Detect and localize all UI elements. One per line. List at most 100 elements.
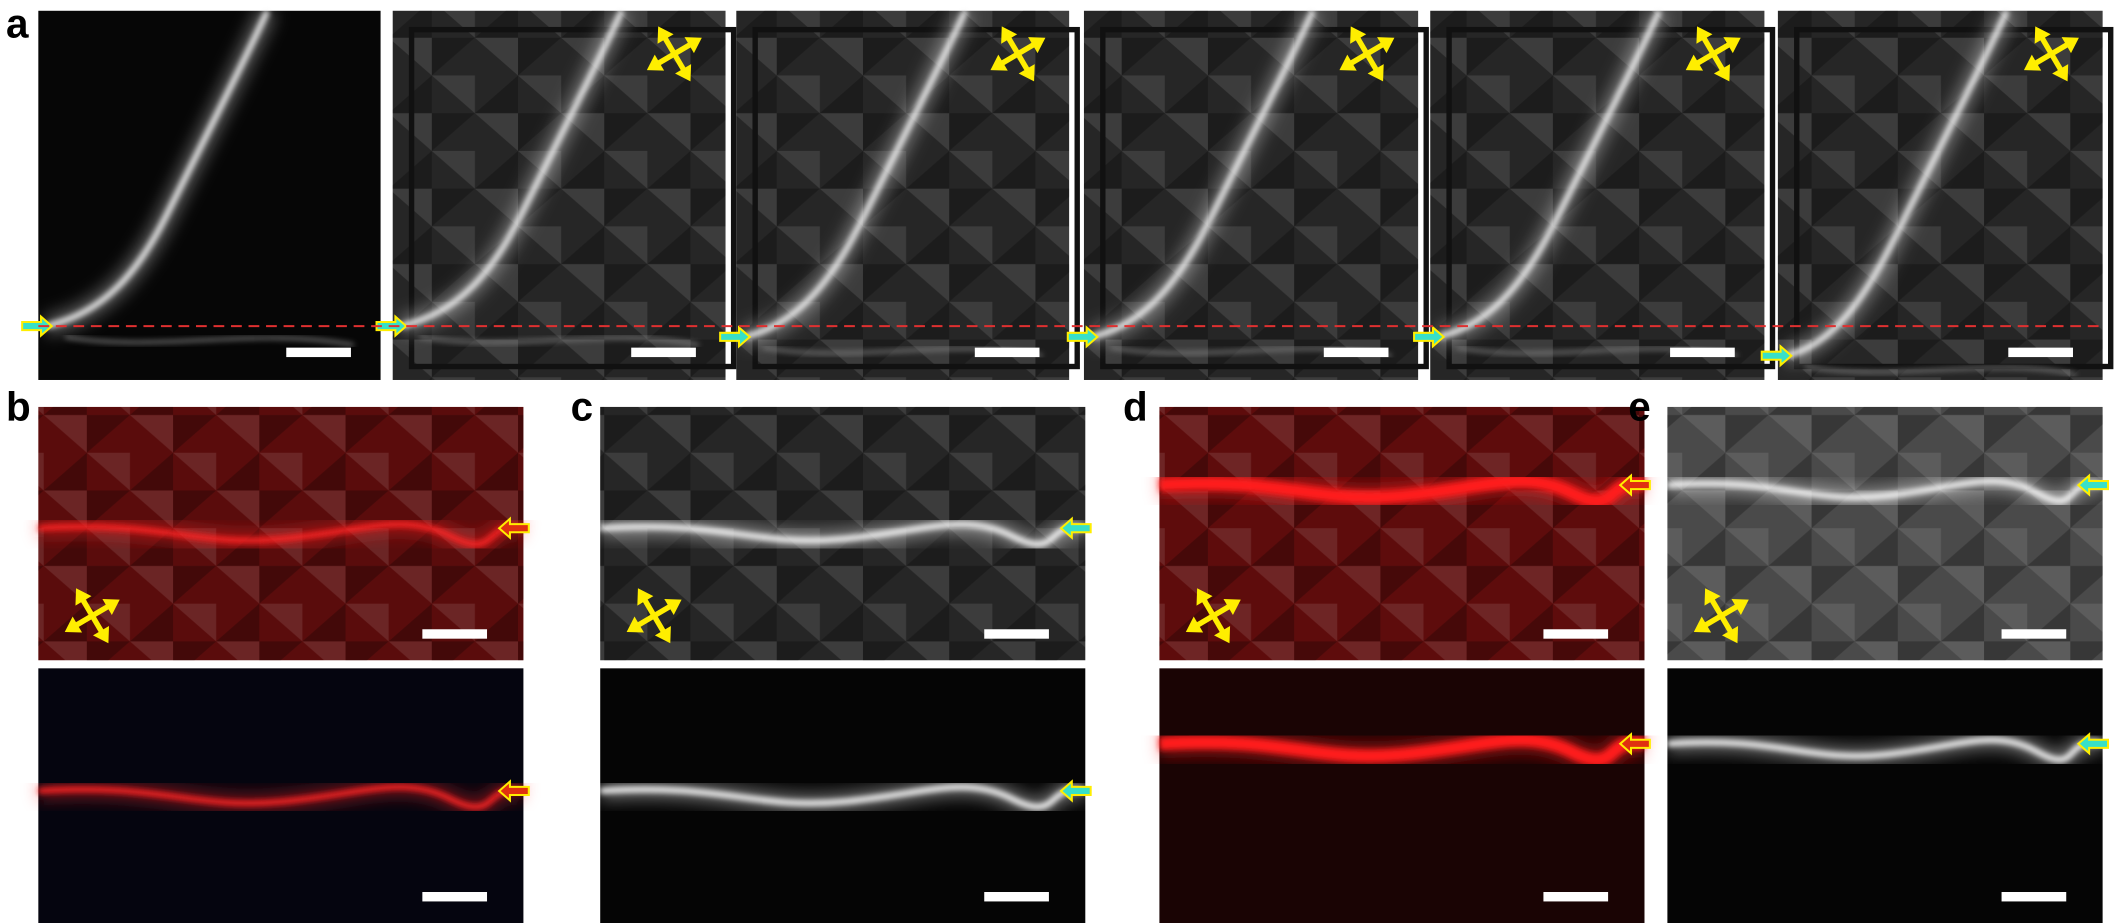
fiber xyxy=(45,9,270,329)
polarizer-arrows xyxy=(2023,26,2079,82)
fiber xyxy=(1158,474,1646,508)
arrow-head xyxy=(1723,37,1741,54)
arrow-head xyxy=(1722,625,1739,644)
arrow-head xyxy=(1018,64,1035,82)
arrow-head xyxy=(626,616,644,633)
arrow-head xyxy=(1028,37,1046,54)
cell-edge xyxy=(1100,26,1429,370)
arrow-head xyxy=(1339,54,1357,71)
arrow-head xyxy=(657,26,674,44)
arrow-head xyxy=(1685,54,1704,71)
input-arrow xyxy=(1066,325,1099,349)
panel-label: a xyxy=(6,1,29,47)
micrograph xyxy=(1667,668,2103,923)
scale-bar xyxy=(631,347,696,358)
arrow-head xyxy=(990,54,1008,71)
input-arrow xyxy=(497,779,530,803)
arrow-head xyxy=(1001,26,1018,44)
arrow-head xyxy=(1214,625,1231,644)
panel-label: e xyxy=(1628,383,1650,429)
cell-edge xyxy=(408,26,737,370)
panel-label: b xyxy=(6,383,31,429)
input-arrow xyxy=(719,325,752,349)
input-arrow xyxy=(1618,473,1651,497)
fiber xyxy=(1437,9,1662,340)
scale-bar xyxy=(1670,347,1735,358)
scale-bar xyxy=(2001,892,2067,902)
input-arrow xyxy=(1760,344,1793,368)
scale-bar xyxy=(2001,629,2067,639)
scale-bar xyxy=(1323,347,1389,358)
arrow-head xyxy=(2023,54,2042,71)
arrow-head xyxy=(75,588,92,606)
arrow-head xyxy=(654,625,671,644)
arrow-head xyxy=(1377,37,1395,54)
input-arrow xyxy=(2076,473,2110,497)
input-arrow xyxy=(21,314,54,338)
arrow-head xyxy=(102,599,120,616)
scale-bar xyxy=(974,347,1040,358)
arrow-head xyxy=(675,64,692,82)
arrow-head xyxy=(664,599,682,616)
arrow-head xyxy=(1367,64,1384,82)
arrow-head xyxy=(1713,64,1730,82)
arrow-head xyxy=(2052,64,2069,82)
polarizer-arrows xyxy=(1185,588,1241,644)
input-arrow xyxy=(1059,779,1092,803)
cell-edge xyxy=(752,26,1080,370)
fiber xyxy=(400,9,625,329)
polarizer-arrows xyxy=(64,588,120,644)
polarizer-arrows xyxy=(626,588,682,644)
fiber xyxy=(600,521,1086,547)
scale-bar xyxy=(422,629,488,639)
arrow-head xyxy=(1704,588,1721,606)
polarizer-arrows xyxy=(646,26,702,82)
arrow-head xyxy=(1696,26,1713,44)
arrow-head xyxy=(1223,599,1241,616)
arrow-head xyxy=(646,54,665,71)
arrow-head xyxy=(1196,588,1213,606)
arrow-head xyxy=(92,625,110,644)
arrow-head xyxy=(1731,599,1749,616)
scale-bar xyxy=(984,629,1049,639)
fiber xyxy=(1158,733,1646,767)
polarizer-arrows xyxy=(990,26,1046,82)
polarizer-arrows xyxy=(1693,588,1749,644)
fiber-branch xyxy=(65,335,354,347)
scale-bar xyxy=(1543,629,1609,639)
cell-edge xyxy=(1446,26,1776,370)
micrograph xyxy=(1159,668,1645,923)
scale-bar xyxy=(2008,347,2073,358)
input-arrow xyxy=(2076,732,2110,756)
panel-label: d xyxy=(1123,383,1148,429)
arrow-head xyxy=(1350,26,1367,44)
lc-pattern xyxy=(1667,406,2103,661)
input-arrow xyxy=(1618,732,1651,756)
fiber-branch xyxy=(419,335,699,347)
input-arrow xyxy=(1413,325,1446,349)
lc-pattern xyxy=(1159,406,1645,661)
cell-edge xyxy=(1794,26,2114,370)
fiber xyxy=(1091,9,1316,340)
arrow-head xyxy=(64,616,83,633)
arrow-head xyxy=(1693,616,1712,633)
scale-bar xyxy=(984,892,1049,902)
lc-pattern xyxy=(392,10,726,380)
scale-bar xyxy=(1543,892,1609,902)
arrow-head xyxy=(637,588,654,606)
fiber xyxy=(1785,9,2010,359)
arrow-head xyxy=(2061,37,2079,54)
arrow-head xyxy=(2034,26,2051,44)
input-arrow xyxy=(1059,516,1092,540)
fiber xyxy=(38,784,524,810)
scale-bar xyxy=(422,892,488,902)
input-arrow xyxy=(497,516,530,540)
scale-bar xyxy=(286,347,351,358)
arrow-head xyxy=(1185,616,1204,633)
fiber xyxy=(1667,737,2104,763)
polarizer-arrows xyxy=(1685,26,1741,82)
fiber-branch xyxy=(1804,365,2076,376)
fiber xyxy=(743,9,968,340)
